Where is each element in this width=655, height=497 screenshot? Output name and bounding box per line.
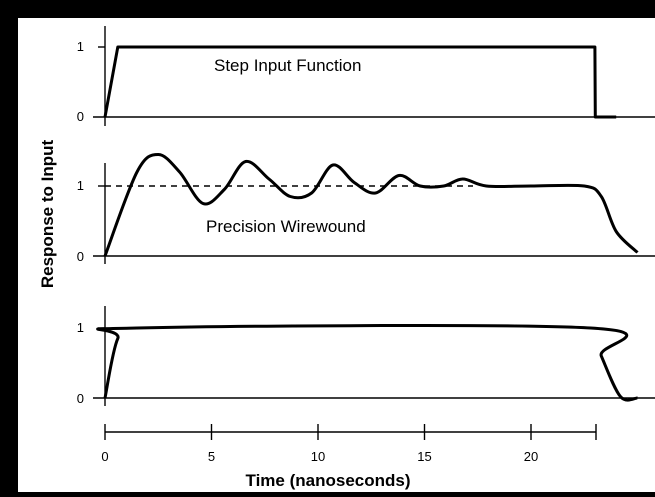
x-axis-label: Time (nanoseconds) xyxy=(246,471,411,490)
x-tick-label-20: 20 xyxy=(524,449,538,464)
panel3-tick-label-0: 0 xyxy=(77,391,84,406)
step-response-chart: 1 0 Step Input Function 1 0 Precision Wi… xyxy=(38,26,655,490)
step-input-label: Step Input Function xyxy=(214,56,361,75)
x-axis: 0 5 10 15 20 xyxy=(101,424,597,464)
x-tick-label-5: 5 xyxy=(208,449,215,464)
third-response-curve xyxy=(96,323,638,402)
panel3-tick-label-1: 1 xyxy=(77,320,84,335)
chart-canvas: 1 0 Step Input Function 1 0 Precision Wi… xyxy=(18,18,655,492)
panel2-tick-label-0: 0 xyxy=(77,249,84,264)
panel2-tick-label-1: 1 xyxy=(77,178,84,193)
x-tick-label-15: 15 xyxy=(417,449,431,464)
x-tick-label-0: 0 xyxy=(101,449,108,464)
precision-wirewound-label: Precision Wirewound xyxy=(206,217,366,236)
panel1-tick-label-0: 0 xyxy=(77,109,84,124)
panel-step-input: 1 0 Step Input Function xyxy=(77,26,655,126)
x-tick-label-10: 10 xyxy=(311,449,325,464)
panel-third-response: 1 0 xyxy=(77,306,655,406)
precision-wirewound-curve xyxy=(103,153,639,257)
panel1-tick-label-1: 1 xyxy=(77,39,84,54)
y-axis-label: Response to Input xyxy=(38,140,57,289)
step-input-curve xyxy=(103,45,617,119)
panel-precision-wirewound: 1 0 Precision Wirewound xyxy=(77,153,655,264)
